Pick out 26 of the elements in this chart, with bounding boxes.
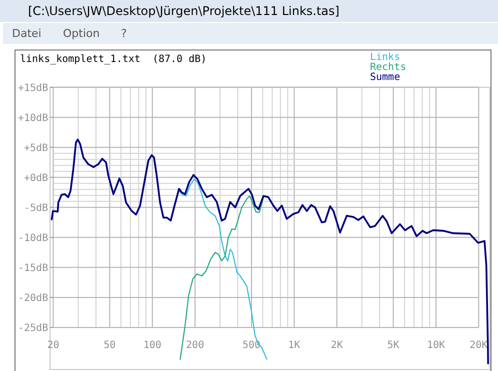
- text: ?: [121, 27, 127, 40]
- y-tick-label: +0dB: [24, 172, 48, 184]
- x-tick-label: 100: [143, 340, 162, 351]
- x-tick-label: 20: [47, 340, 60, 351]
- x-tick-label: 200: [186, 340, 204, 351]
- text: Rechts: [370, 62, 406, 73]
- y-tick-label: -10dB: [18, 232, 48, 244]
- x-tick-label: 1K: [288, 340, 300, 351]
- y-tick-label: +5dB: [24, 142, 48, 154]
- text: Option: [63, 27, 100, 40]
- x-tick-label: 500: [242, 340, 261, 351]
- text: Summe: [370, 72, 400, 83]
- chart-title: links_komplett_1.txt (87.0 dB): [20, 54, 207, 65]
- x-tick-label: 2K: [330, 340, 343, 351]
- y-tick-label: -15dB: [18, 262, 48, 274]
- x-tick-label: 50: [104, 340, 116, 351]
- y-tick-label: -5dB: [24, 202, 48, 214]
- x-tick-label: 5K: [387, 340, 400, 351]
- text: [C:\Users\JW\Desktop\Jürgen\Projekte\111 Links.tas]: [28, 4, 340, 18]
- text: Links: [370, 52, 400, 63]
- y-tick-label: -25dB: [18, 322, 48, 334]
- y-tick-label: +15dB: [18, 82, 48, 94]
- text: Datei: [12, 27, 42, 40]
- y-tick-label: -20dB: [18, 292, 48, 304]
- x-tick-label: 10K: [426, 340, 446, 351]
- y-tick-label: +10dB: [18, 112, 48, 124]
